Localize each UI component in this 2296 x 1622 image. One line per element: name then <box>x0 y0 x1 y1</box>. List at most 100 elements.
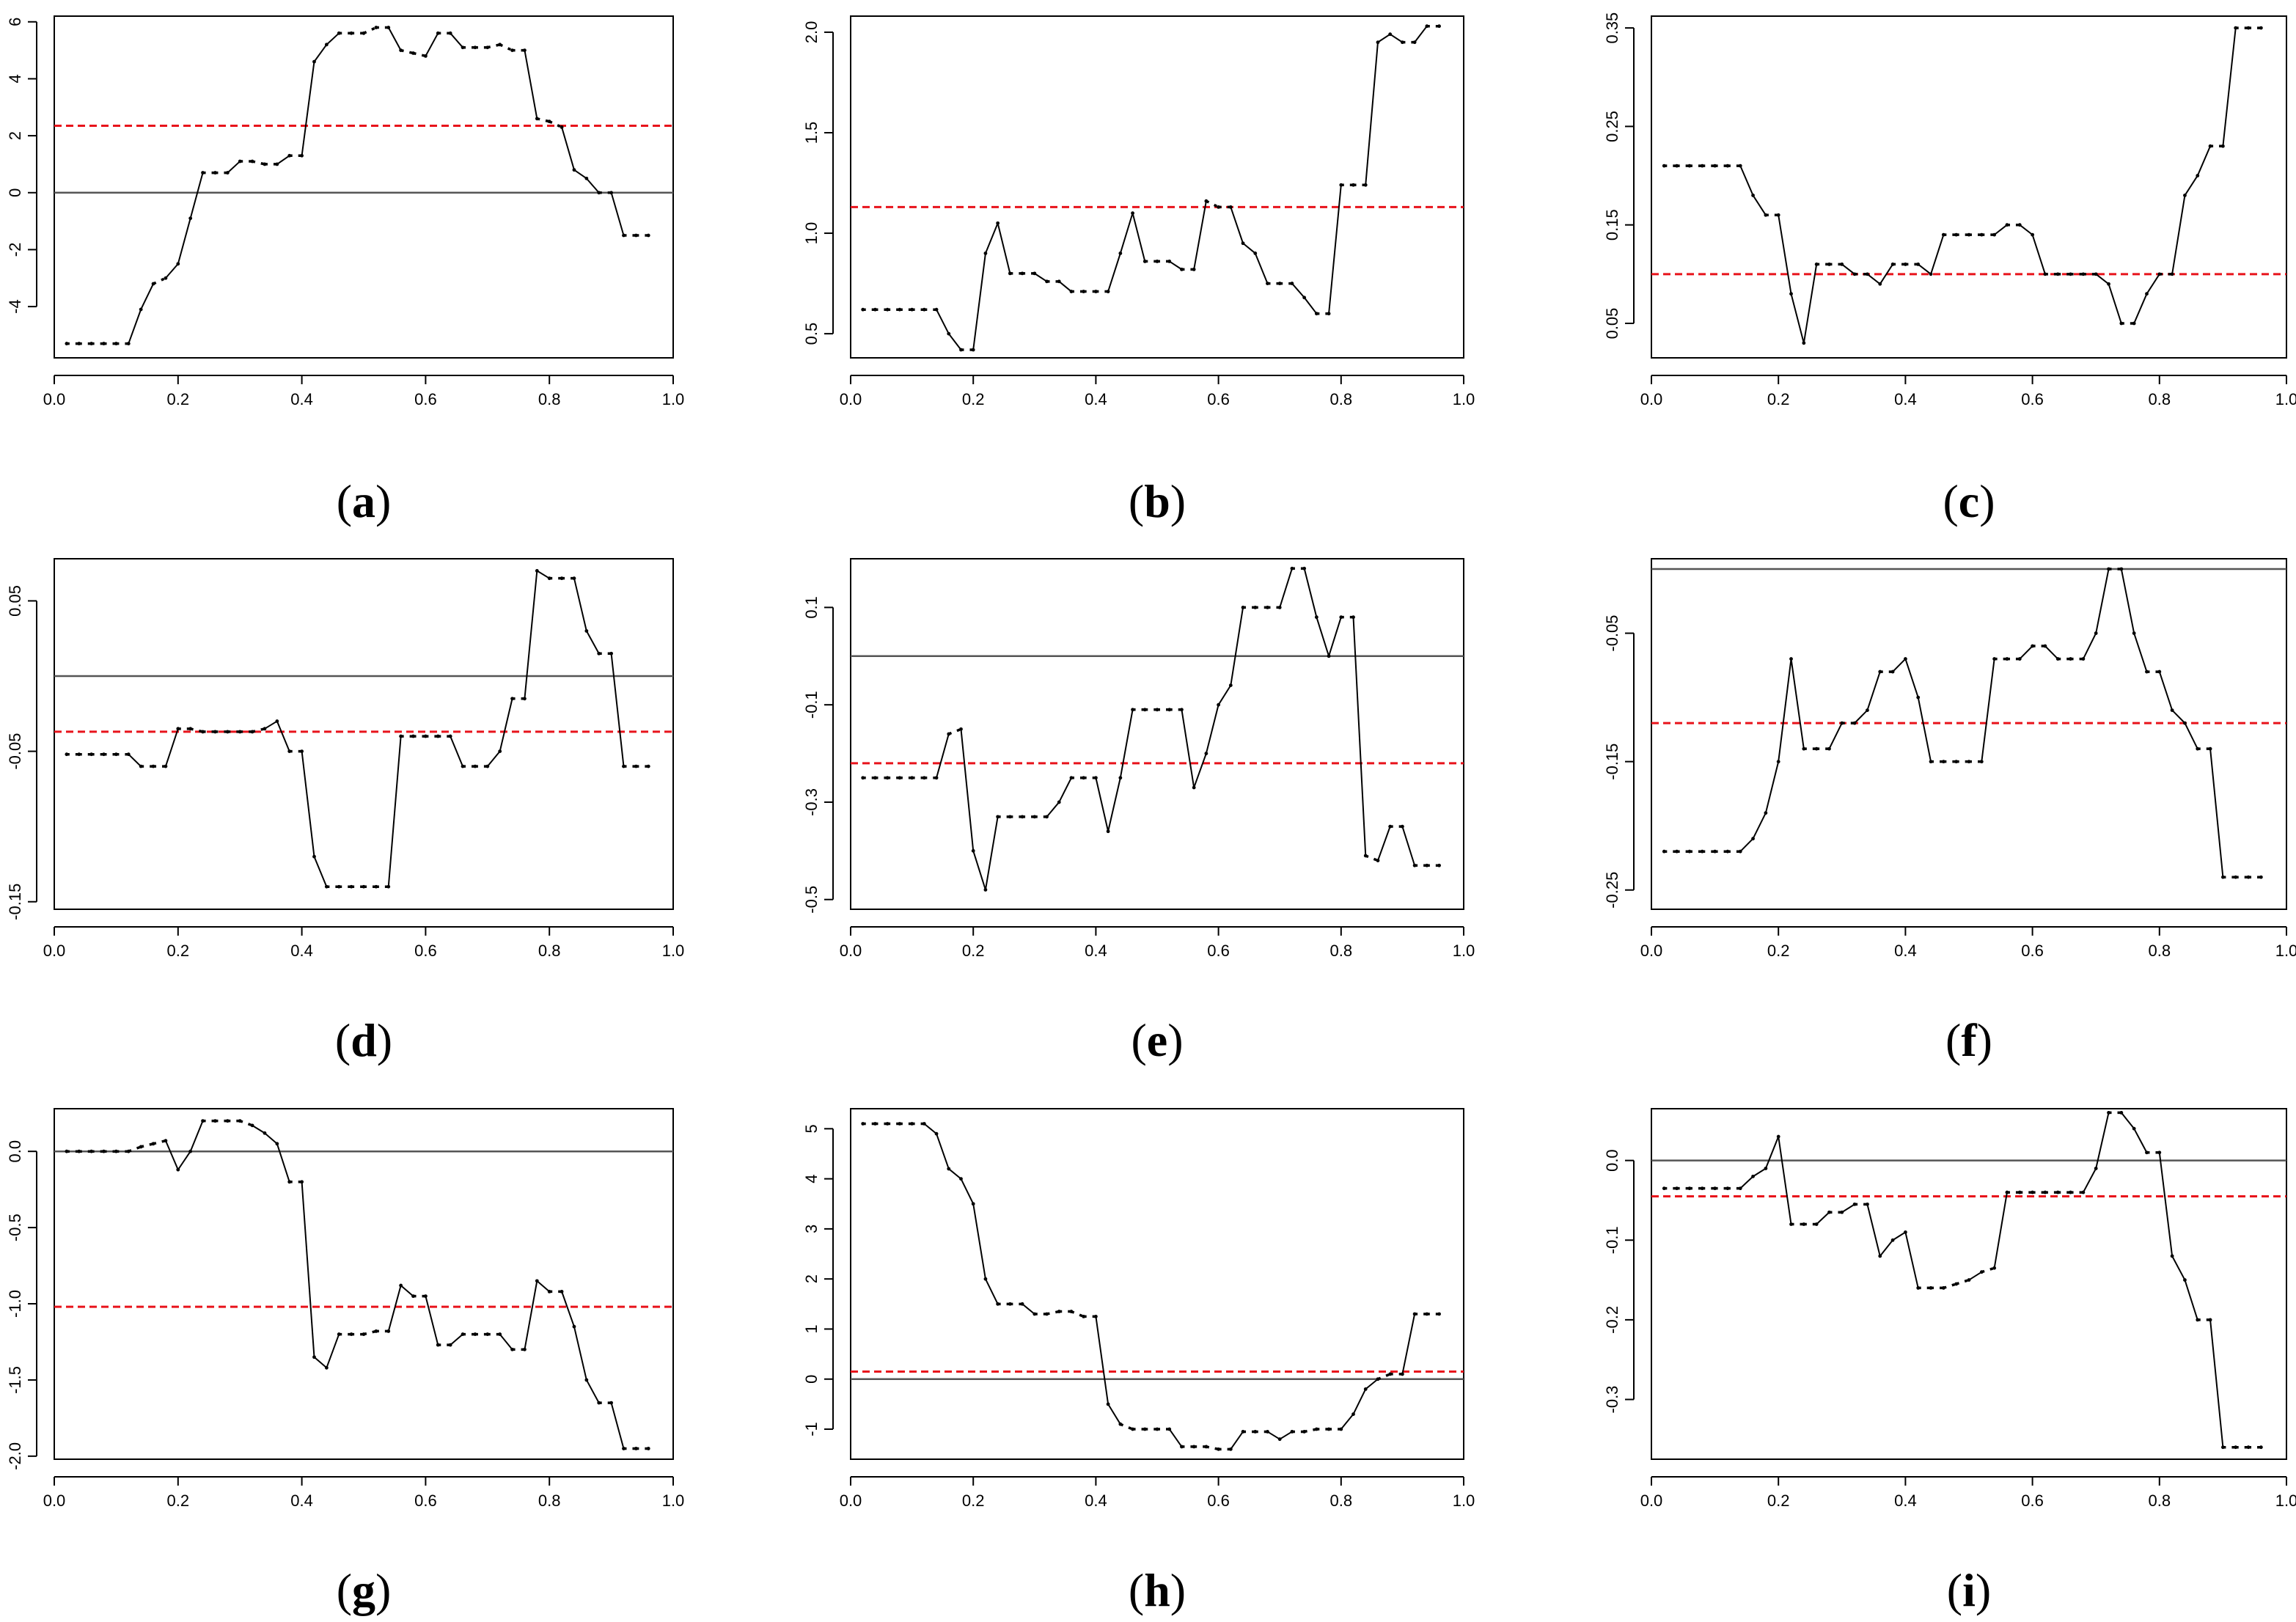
data-point <box>213 171 217 175</box>
data-point <box>1700 849 1704 854</box>
data-point <box>1388 824 1393 829</box>
data-point <box>225 1119 230 1123</box>
series-segment <box>1046 801 1060 818</box>
data-point <box>1192 1445 1196 1449</box>
data-point <box>386 884 391 889</box>
data-point <box>312 59 316 64</box>
data-point <box>584 1378 589 1382</box>
series-segment <box>1377 33 1391 43</box>
series-segment <box>1291 282 1305 298</box>
series-segment <box>2095 568 2110 634</box>
series-segment <box>2171 709 2186 724</box>
data-point <box>126 342 131 345</box>
series-segment <box>2082 1168 2097 1193</box>
data-point <box>2081 657 2086 661</box>
series-segment <box>1217 685 1232 705</box>
series-segment <box>573 578 587 631</box>
data-point <box>1204 1445 1208 1449</box>
panel-label-letter: h <box>1144 1564 1170 1616</box>
data-point <box>436 1343 440 1347</box>
series-segment <box>1242 242 1256 254</box>
series-segment <box>2044 645 2058 660</box>
data-point <box>275 719 279 723</box>
data-point <box>1228 683 1233 688</box>
series-segment <box>165 1140 179 1170</box>
data-point <box>1662 849 1666 854</box>
data-point <box>1253 1430 1258 1434</box>
series-segment <box>984 222 999 254</box>
data-point <box>1314 312 1318 316</box>
data-point <box>1852 272 1857 276</box>
series-segment <box>1168 1428 1183 1447</box>
x-tick-label: 0.8 <box>538 942 561 960</box>
y-tick-label: -1 <box>802 1422 821 1436</box>
series-segment <box>1879 263 1893 285</box>
panel-h: 0.0 0.2 0.4 0.6 0.8 1.0 -1 0 1 2 3 4 5 (h) <box>802 1108 1475 1616</box>
series-segment <box>499 1333 513 1350</box>
data-point <box>1852 1202 1857 1206</box>
x-tick-label: 0.0 <box>840 1491 862 1510</box>
data-point <box>2081 272 2086 276</box>
data-point <box>1314 1427 1318 1431</box>
data-point <box>560 576 564 581</box>
data-point <box>1363 854 1368 858</box>
data-point <box>1916 263 1921 266</box>
series-segment <box>2095 1112 2110 1169</box>
data-point <box>1131 708 1134 712</box>
data-point <box>2208 746 2212 751</box>
panel-label: (e) <box>1131 1014 1183 1066</box>
data-point <box>374 1329 378 1333</box>
data-point <box>1437 863 1441 867</box>
data-point <box>1776 1134 1780 1139</box>
data-point <box>411 1294 415 1299</box>
plot-frame <box>54 15 674 359</box>
x-tick-label: 0.8 <box>1330 942 1353 960</box>
panel-b: 0.0 0.2 0.4 0.6 0.8 1.0 0.5 1.0 1.5 2.0 (b) <box>802 15 1475 527</box>
series-segment <box>276 1143 290 1183</box>
data-point <box>1840 721 1844 725</box>
y-tick-label: -0.15 <box>1603 744 1621 780</box>
panel-label: (h) <box>1129 1564 1186 1616</box>
data-point <box>947 331 951 336</box>
data-point <box>1954 760 1959 764</box>
data-point <box>523 697 527 701</box>
series-segment <box>2184 175 2198 196</box>
series-segment <box>450 735 463 767</box>
data-point <box>560 125 564 129</box>
series-segment <box>413 51 426 58</box>
data-point <box>238 1119 242 1123</box>
data-point <box>164 276 168 280</box>
data-point <box>1967 1278 1971 1282</box>
series-segment <box>1107 777 1121 832</box>
series-segment <box>1365 42 1379 186</box>
series-segment <box>2019 224 2033 235</box>
data-point <box>1802 341 1806 345</box>
data-point <box>349 1332 353 1336</box>
series-segment <box>1841 263 1855 275</box>
x-tick-label: 0.8 <box>1330 390 1353 408</box>
data-point <box>386 26 391 29</box>
data-point <box>1713 1186 1717 1191</box>
data-point <box>1167 260 1172 263</box>
series-segment <box>1119 213 1134 254</box>
series-segment <box>947 333 962 351</box>
data-point <box>1954 1282 1959 1286</box>
data-point <box>1437 1312 1441 1316</box>
y-tick-label: 5 <box>802 1124 821 1133</box>
data-point <box>873 307 877 312</box>
plot-frame <box>54 1108 674 1460</box>
data-point <box>1106 829 1110 834</box>
data-point <box>1118 1422 1123 1426</box>
y-tick-label: 1.5 <box>802 122 821 144</box>
data-point <box>225 171 230 175</box>
data-point <box>1979 232 1984 237</box>
data-point <box>1967 232 1971 237</box>
data-point <box>250 1123 254 1128</box>
data-point <box>597 191 601 195</box>
x-tick-label: 0.2 <box>167 942 190 960</box>
data-point <box>1751 837 1755 841</box>
data-point <box>337 884 341 889</box>
data-point <box>1852 721 1857 725</box>
data-point <box>2157 1151 2162 1155</box>
data-point <box>2017 1190 2022 1195</box>
